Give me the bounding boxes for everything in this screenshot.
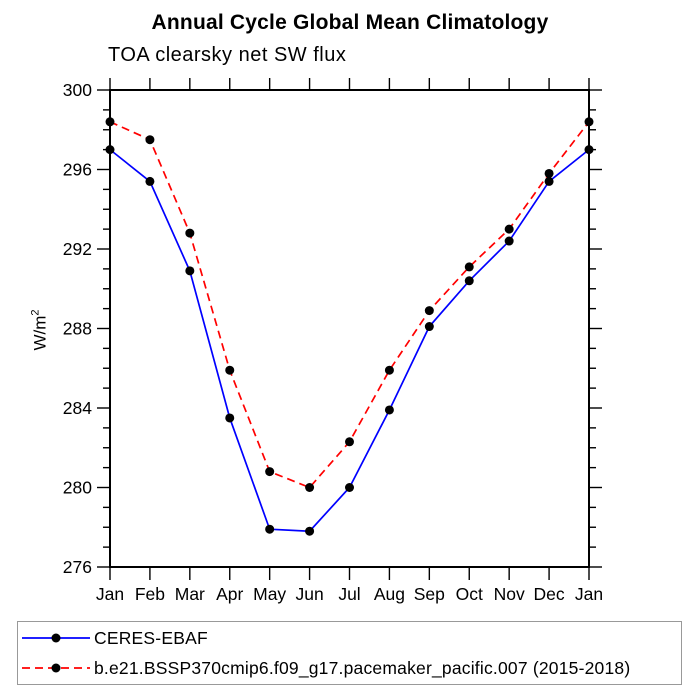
legend-item-ceres-ebaf: CERES-EBAF <box>18 624 681 652</box>
series-line-0 <box>109 148 590 533</box>
data-point-marker <box>345 483 354 492</box>
data-point-marker <box>185 266 195 276</box>
y-tick-label: 288 <box>63 319 92 339</box>
y-tick-label: 280 <box>63 478 92 498</box>
x-tick-label: Jan <box>96 584 124 604</box>
data-point-marker <box>305 483 315 492</box>
y-tick-label: 276 <box>63 557 92 577</box>
y-tick-label: 284 <box>63 398 92 418</box>
x-tick-label: Aug <box>374 584 405 604</box>
data-point-marker <box>265 467 275 477</box>
series-line-1 <box>109 121 590 489</box>
data-point-marker <box>504 236 514 246</box>
x-tick-label: Dec <box>534 584 565 604</box>
data-point-marker <box>584 117 594 127</box>
legend-solid-line-icon <box>22 633 90 643</box>
x-tick-label: Feb <box>135 584 165 604</box>
plot-area: Jan Feb Mar Apr May Jun Jul Aug Sep Oct Nov Dec Jan2… <box>63 78 603 604</box>
data-point-marker <box>145 176 155 186</box>
x-tick-label: May <box>253 584 286 604</box>
data-point-marker <box>584 145 594 155</box>
data-point-marker <box>225 413 235 423</box>
data-point-marker <box>305 526 315 536</box>
x-tick-label: Jun <box>295 584 323 604</box>
legend-item-model-run: b.e21.BSSP370cmip6.f09_g17.pacemaker_pac… <box>18 654 681 682</box>
data-point-marker <box>105 117 115 127</box>
data-point-marker <box>544 176 554 186</box>
y-tick-label: 300 <box>63 80 92 100</box>
x-tick-label: Nov <box>494 584 525 604</box>
y-tick-label: 296 <box>63 160 92 180</box>
x-tick-label: Oct <box>456 584 483 604</box>
axes-frame <box>109 89 590 568</box>
legend-dashed-line-icon <box>22 663 90 673</box>
x-tick-label: Jul <box>338 584 360 604</box>
data-point-marker <box>185 228 195 238</box>
y-tick-label: 292 <box>63 239 92 259</box>
legend-label-ceres-ebaf: CERES-EBAF <box>94 627 208 648</box>
x-tick-label: Jan <box>575 584 603 604</box>
data-point-marker <box>345 437 354 447</box>
legend-box: CERES-EBAF b.e21.BSSP370cmip6.f09_g17.pa… <box>17 621 682 685</box>
data-point-marker <box>464 262 474 272</box>
data-point-marker <box>544 168 554 178</box>
data-point-marker <box>384 365 394 375</box>
data-point-marker <box>225 365 235 375</box>
chart-title: Annual Cycle Global Mean Climatology <box>151 11 549 34</box>
data-point-marker <box>265 524 275 534</box>
data-point-marker <box>384 405 394 415</box>
legend-label-model-run: b.e21.BSSP370cmip6.f09_g17.pacemaker_pac… <box>94 657 631 678</box>
chart-subtitle: TOA clearsky net SW flux <box>108 44 347 66</box>
x-tick-label: Mar <box>175 584 205 604</box>
data-point-marker <box>424 322 434 332</box>
data-point-marker <box>105 145 115 155</box>
data-point-marker <box>464 276 474 286</box>
x-tick-label: Sep <box>414 584 445 604</box>
data-point-marker <box>145 135 155 145</box>
data-point-marker <box>504 224 514 234</box>
data-point-marker <box>424 306 434 316</box>
x-tick-label: Apr <box>216 584 243 604</box>
